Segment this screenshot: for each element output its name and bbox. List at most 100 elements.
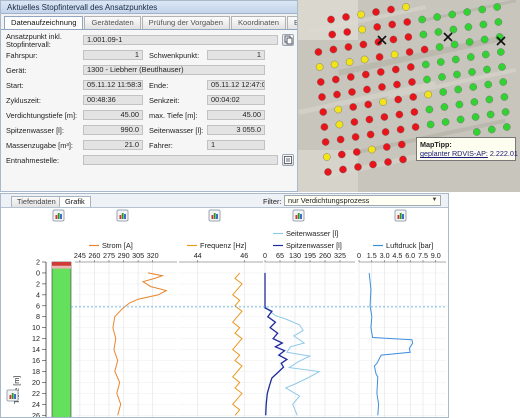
map-point (463, 8, 471, 16)
bar-chart-icon (399, 213, 402, 219)
start-label: Start: (6, 81, 24, 90)
depth-tick-label: 22 (32, 389, 40, 398)
map-point (398, 140, 406, 149)
ende-label: Ende: (149, 81, 169, 90)
bar-chart-icon (300, 214, 302, 219)
map-point (487, 125, 496, 134)
map-point (320, 123, 329, 131)
tab-grafik[interactable]: Grafik (59, 196, 91, 207)
tab-koordinaten[interactable]: Koordinaten (230, 16, 286, 29)
map-point (351, 133, 360, 141)
depth-tick-label: 14 (32, 345, 40, 354)
list-icon (284, 156, 292, 164)
chart-settings-button[interactable] (6, 389, 19, 402)
x-tick-label: 46 (240, 251, 248, 260)
chart-settings-button[interactable] (208, 209, 221, 222)
map-point (455, 100, 464, 109)
map-point (478, 5, 486, 14)
depth-tick-label: 0 (36, 268, 40, 277)
map-point (494, 18, 503, 26)
tab-tiefendaten[interactable]: Tiefendaten (11, 196, 62, 207)
legend-label: Frequenz [Hz] (200, 241, 246, 250)
series-line-spitzenwasser (264, 272, 289, 416)
bar-chart-icon (9, 395, 12, 399)
map-point (451, 55, 460, 64)
depth-tick-label: 20 (32, 378, 40, 387)
filter-label: Filter: (263, 197, 282, 206)
map-view[interactable]: MapTipp: geplanter RDVIS-AP: 2.222.01 (298, 0, 520, 192)
map-canvas[interactable] (298, 0, 520, 192)
senkzeit-field: 00:04:02 (207, 95, 265, 105)
bar-chart-icon (14, 394, 16, 399)
map-point (381, 128, 390, 136)
bar-chart-icon (213, 213, 216, 219)
map-point (394, 95, 402, 104)
map-point (480, 35, 489, 44)
chart-settings-button[interactable] (394, 209, 407, 222)
bar-chart-icon (397, 215, 400, 219)
map-point (440, 103, 449, 111)
x-tick-label: 305 (132, 251, 144, 260)
map-point (314, 48, 323, 56)
schwenkpunkt-label: Schwenkpunkt: (149, 51, 200, 60)
x-tick-label: 3.0 (380, 251, 390, 260)
map-point (318, 93, 326, 101)
map-point (493, 3, 501, 11)
seitenwasser-field: 3 055.0 (207, 125, 265, 135)
chevron-down-icon[interactable]: ▼ (431, 197, 438, 203)
map-point (424, 90, 432, 99)
bar-chart-icon (55, 215, 58, 219)
map-point (453, 70, 461, 79)
map-point (350, 118, 359, 126)
map-point (387, 5, 395, 14)
x-tick-label: 195 (304, 251, 316, 260)
map-point (390, 50, 399, 59)
zykluszeit-field: 00:48:36 (83, 95, 143, 105)
tab-pruefung-der-vorgaben[interactable]: Prüfung der Vorgaben (141, 16, 230, 29)
map-point (339, 165, 347, 174)
map-point (342, 13, 350, 21)
map-point (348, 88, 356, 96)
maptip-value: 2.222.01 (489, 149, 518, 158)
map-point (319, 108, 328, 116)
copy-button[interactable] (282, 34, 294, 46)
depth-tick-label: 16 (32, 356, 40, 365)
map-point (353, 148, 361, 156)
chart-settings-button[interactable] (52, 209, 65, 222)
chart-settings-button[interactable] (116, 209, 129, 222)
x-tick-label: 4.5 (392, 251, 402, 260)
map-point (471, 113, 480, 121)
map-point (498, 63, 506, 71)
filter-select[interactable]: nur Verdichtungsprozess ▼ (284, 195, 441, 206)
map-point (479, 20, 488, 29)
map-point (362, 70, 370, 79)
map-point (383, 143, 391, 151)
maptip-label[interactable]: geplanter RDVIS-AP: (420, 149, 488, 158)
map-point (388, 20, 396, 29)
series-line-luftdruck (368, 272, 414, 416)
map-point (336, 135, 345, 144)
depth-tick-label: 24 (32, 400, 40, 409)
map-point (363, 85, 371, 94)
map-point (404, 33, 413, 41)
x-tick-label: 260 (319, 251, 331, 260)
schwenkpunkt-field: 1 (207, 50, 265, 60)
tab-geraetedaten[interactable]: Gerätedaten (84, 16, 141, 29)
select-entnahmestelle-button[interactable] (282, 154, 294, 166)
fahrer-field: 1 (207, 140, 265, 150)
chart-settings-button[interactable] (292, 209, 305, 222)
massenzugabe-bar (51, 261, 72, 417)
map-point (441, 118, 450, 126)
map-point (330, 60, 339, 69)
depth-tick-label: 6 (36, 301, 40, 310)
map-point (379, 98, 387, 106)
tab-datenaufzeichnung[interactable]: Datenaufzeichnung (4, 16, 84, 29)
tab-bemerkungen[interactable]: Bemerkungen (286, 16, 297, 29)
datenaufzeichnung-form: Ansatzpunkt inkl. Stopfintervall: 1.001.… (1, 29, 297, 191)
map-point (349, 103, 358, 111)
map-point (439, 88, 447, 96)
depth-tick-label: 2 (36, 279, 40, 288)
terrain-streak (338, 34, 506, 76)
x-tick-label: 0 (263, 251, 267, 260)
map-point (454, 85, 462, 94)
